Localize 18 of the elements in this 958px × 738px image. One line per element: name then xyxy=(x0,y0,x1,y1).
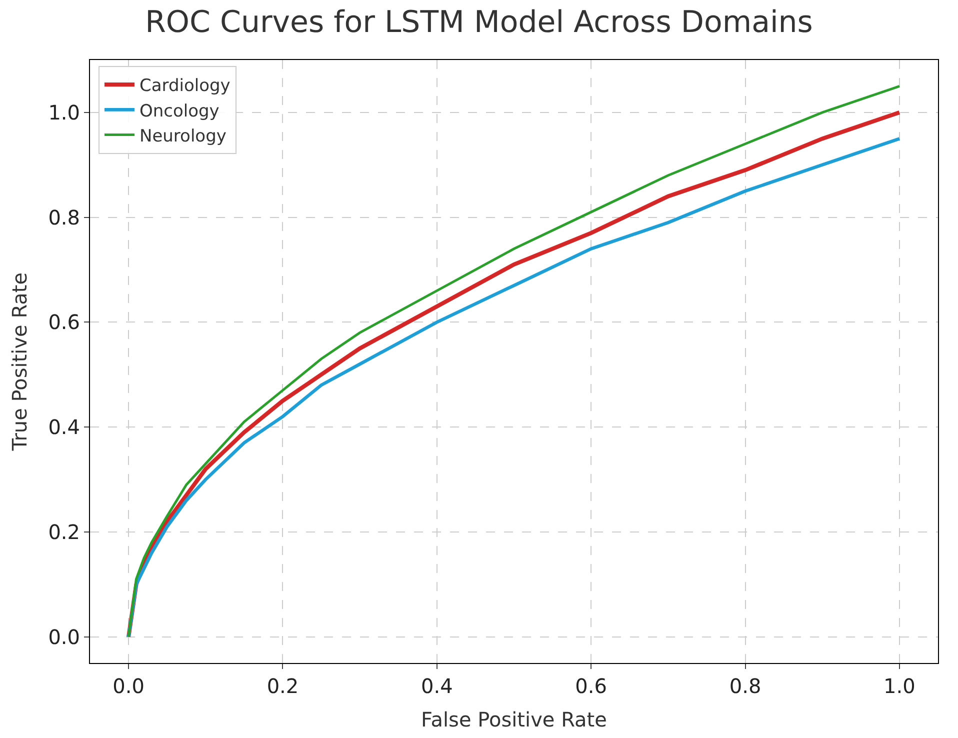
y-tick-label: 0.8 xyxy=(48,205,80,230)
y-axis-title: True Positive Rate xyxy=(8,272,32,452)
x-tick-label: 1.0 xyxy=(884,674,916,698)
y-tick-label: 0.6 xyxy=(48,310,80,334)
y-tick-label: 1.0 xyxy=(48,100,80,124)
legend-label: Cardiology xyxy=(139,76,230,96)
x-tick-label: 0.8 xyxy=(729,674,762,698)
y-tick-label: 0.0 xyxy=(48,624,80,649)
x-tick-label: 0.0 xyxy=(112,674,144,698)
chart-title: ROC Curves for LSTM Model Across Domains xyxy=(145,5,813,40)
y-tick-label: 0.4 xyxy=(48,415,80,440)
x-axis-title: False Positive Rate xyxy=(421,708,607,732)
legend-label: Oncology xyxy=(139,101,220,122)
x-tick-label: 0.6 xyxy=(575,674,607,698)
x-tick-label: 0.2 xyxy=(266,674,299,698)
legend-label: Neurology xyxy=(139,126,226,146)
x-tick-label: 0.4 xyxy=(421,674,453,698)
y-tick-label: 0.2 xyxy=(48,520,80,544)
